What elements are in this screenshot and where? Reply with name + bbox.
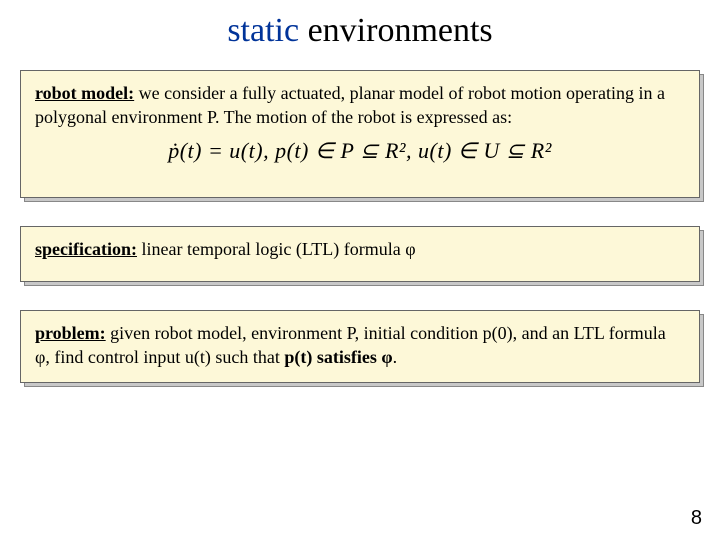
specification-lead: specification:: [35, 239, 137, 259]
robot-model-lead: robot model:: [35, 83, 134, 103]
robot-model-equation: ṗ(t) = u(t), p(t) ∈ P ⊆ R², u(t) ∈ U ⊆ R…: [35, 130, 685, 168]
problem-lead: problem:: [35, 323, 106, 343]
problem-box: problem: given robot model, environment …: [20, 310, 700, 383]
specification-box: specification: linear temporal logic (LT…: [20, 226, 700, 282]
box-content: robot model: we consider a fully actuate…: [20, 70, 700, 198]
problem-bold-tail: p(t) satisfies φ: [284, 347, 392, 367]
box-content: specification: linear temporal logic (LT…: [20, 226, 700, 282]
title-word-2: environments: [308, 12, 493, 49]
robot-model-box: robot model: we consider a fully actuate…: [20, 70, 700, 198]
title-word-1: static: [227, 12, 299, 49]
slide-title: static environments: [0, 0, 720, 70]
page-number: 8: [691, 507, 702, 530]
box-content: problem: given robot model, environment …: [20, 310, 700, 383]
problem-tail-punct: .: [393, 347, 398, 367]
specification-text: linear temporal logic (LTL) formula φ: [137, 239, 416, 259]
